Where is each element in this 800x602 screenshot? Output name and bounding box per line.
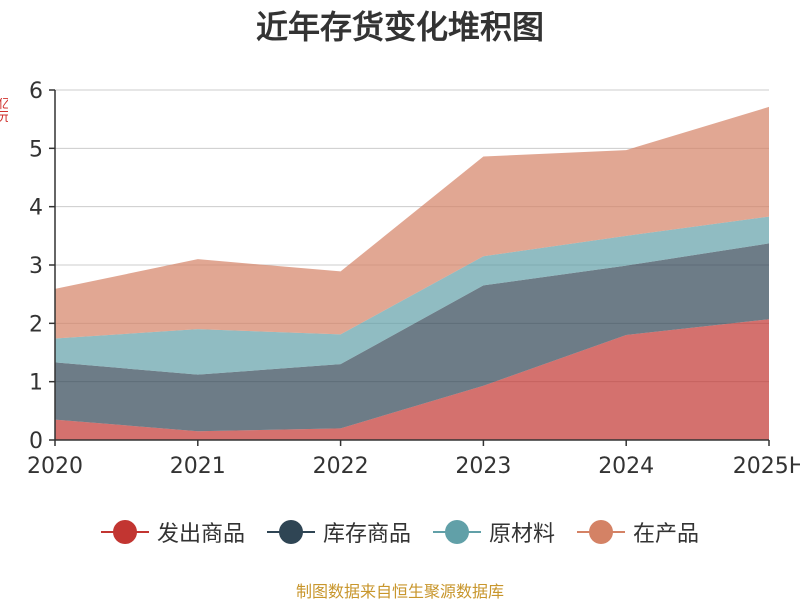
legend-item-1[interactable]: 发出商品 — [100, 516, 245, 548]
y-tick-label-0: 0 — [29, 429, 43, 454]
area-series-3 — [55, 216, 769, 375]
legend-item-3[interactable]: 原材料 — [433, 516, 555, 548]
y-tick-label-4: 4 — [29, 196, 43, 221]
legend-marker-icon — [433, 520, 481, 544]
legend-label: 原材料 — [489, 522, 556, 547]
area-series-2 — [55, 243, 769, 432]
legend-label: 在产品 — [633, 522, 700, 547]
x-tick-label-2020: 2020 — [27, 454, 83, 479]
y-tick-label-5: 5 — [29, 137, 43, 162]
chart-title: 近年存货变化堆积图 — [255, 8, 544, 46]
area-series-1 — [55, 319, 769, 440]
legend-label: 发出商品 — [156, 522, 245, 547]
x-tick-label-2021: 2021 — [170, 454, 226, 479]
area-series-4 — [55, 106, 769, 339]
legend-marker-icon — [266, 520, 315, 544]
legend: 发出商品 库存商品 原材料 在产品 — [0, 516, 800, 548]
legend-label: 库存商品 — [322, 522, 411, 547]
data-source-note: 制图数据来自恒生聚源数据库 — [295, 582, 504, 601]
x-tick-label-2022: 2022 — [313, 454, 369, 479]
x-tick-label-2023: 2023 — [455, 454, 511, 479]
x-tick-label-2024: 2024 — [598, 454, 654, 479]
x-tick-label-2025H: 2025H — [733, 454, 800, 479]
y-tick-label-3: 3 — [29, 254, 43, 279]
y-tick-label-2: 2 — [29, 312, 43, 337]
y-tick-label-1: 1 — [29, 371, 43, 396]
legend-item-2[interactable]: 库存商品 — [266, 516, 411, 548]
legend-item-4[interactable]: 在产品 — [577, 516, 699, 548]
legend-marker-icon — [577, 520, 626, 544]
y-tick-label-6: 6 — [29, 79, 43, 104]
stacked-area-chart: 0 1 2 3 4 5 6 2020 2021 2022 2023 2024 2025H — [27, 79, 800, 479]
y-axis-label: 亿元 — [0, 98, 8, 125]
legend-marker-icon — [100, 520, 149, 544]
